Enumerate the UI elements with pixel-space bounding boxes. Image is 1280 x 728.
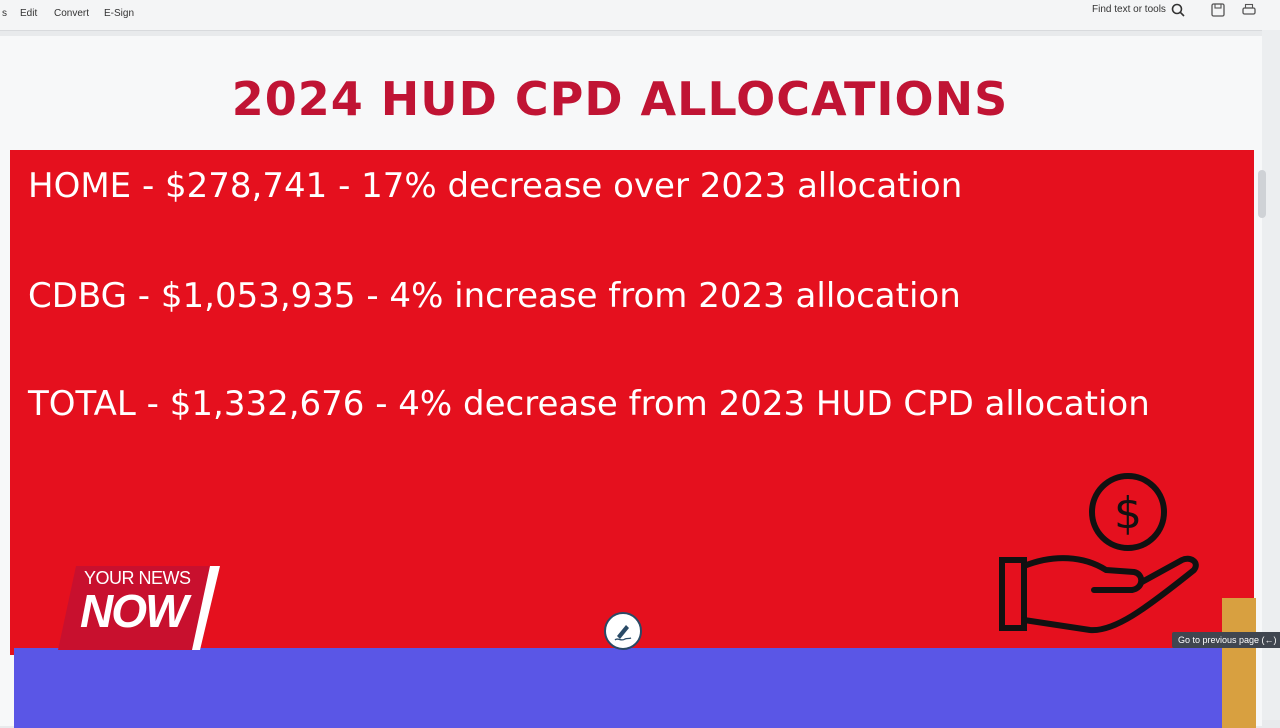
prev-page-tooltip: Go to previous page (←) — [1172, 632, 1280, 648]
find-tools-label[interactable]: Find text or tools — [1092, 4, 1166, 15]
scroll-thumb[interactable] — [1258, 170, 1266, 218]
allocation-line-cdbg: CDBG - $1,053,935 - 4% increase from 202… — [28, 276, 961, 316]
hand-dollar-icon: $ — [999, 473, 1199, 634]
page-edge-bar — [1222, 598, 1256, 728]
logo-line1: YOUR NEWS — [84, 568, 191, 588]
save-icon[interactable] — [1210, 2, 1226, 18]
sign-button[interactable] — [604, 612, 642, 650]
slide-bottom-band — [14, 648, 1224, 728]
allocation-line-total: TOTAL - $1,332,676 - 4% decrease from 20… — [28, 384, 1150, 424]
menu-bar: s Edit Convert E-Sign Find text or tools — [0, 0, 1280, 31]
scrollbar[interactable] — [1262, 30, 1280, 720]
menu-item-esign[interactable]: E-Sign — [104, 8, 135, 19]
menu-item-convert[interactable]: Convert — [54, 8, 90, 19]
svg-text:$: $ — [1114, 488, 1142, 539]
pen-icon — [614, 625, 632, 641]
slide-title: 2024 HUD CPD ALLOCATIONS — [231, 72, 1009, 126]
print-icon[interactable] — [1241, 2, 1257, 18]
logo-line2: NOW — [80, 585, 188, 637]
menu-item-edit[interactable]: Edit — [20, 8, 38, 19]
allocation-line-home: HOME - $278,741 - 17% decrease over 2023… — [28, 166, 963, 206]
channel-logo: YOUR NEWS NOW — [58, 566, 220, 650]
search-icon[interactable] — [1170, 2, 1186, 18]
menu-item-prev[interactable]: s — [2, 8, 7, 19]
